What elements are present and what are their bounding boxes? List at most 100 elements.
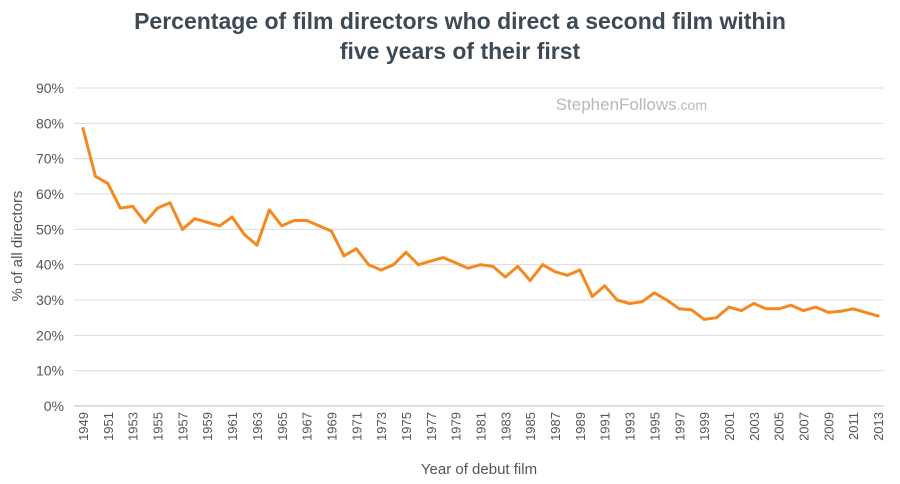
x-tick-label: 1963 <box>250 412 265 441</box>
data-point <box>106 181 110 185</box>
watermark-main-text: StephenFollows <box>556 95 677 114</box>
y-tick-label: 70% <box>36 151 64 167</box>
x-tick-label: 1989 <box>573 412 588 441</box>
x-tick-label: 1967 <box>300 412 315 441</box>
x-tick-label: 1995 <box>647 412 662 441</box>
data-point <box>280 224 284 228</box>
data-point <box>491 264 495 268</box>
data-point <box>640 300 644 304</box>
x-tick-label: 1981 <box>474 412 489 441</box>
x-tick-label: 1957 <box>175 412 190 441</box>
data-point <box>553 270 557 274</box>
x-tick-label: 1975 <box>399 412 414 441</box>
y-axis-label: % of all directors <box>9 191 26 302</box>
data-point <box>528 279 532 283</box>
data-point <box>826 310 830 314</box>
data-point <box>454 261 458 265</box>
x-tick-label: 1953 <box>126 412 141 441</box>
x-tick-label: 2007 <box>796 412 811 441</box>
x-tick-label: 1991 <box>598 412 613 441</box>
data-point <box>342 254 346 258</box>
data-point <box>814 305 818 309</box>
x-tick-label: 1997 <box>672 412 687 441</box>
data-point <box>752 302 756 306</box>
gridlines <box>74 87 884 407</box>
x-tick-label: 1951 <box>101 412 116 441</box>
data-point <box>665 298 669 302</box>
data-point <box>441 256 445 260</box>
data-point <box>715 316 719 320</box>
data-point <box>267 208 271 212</box>
data-point <box>379 268 383 272</box>
data-point <box>416 263 420 267</box>
chart-title-line-2: five years of their first <box>339 38 581 64</box>
x-tick-label: 1985 <box>523 412 538 441</box>
x-tick-label: 1993 <box>623 412 638 441</box>
x-tick-label: 1979 <box>449 412 464 441</box>
data-point <box>329 229 333 233</box>
y-tick-label: 50% <box>36 221 64 237</box>
data-point <box>727 305 731 309</box>
data-point <box>118 206 122 210</box>
data-point <box>677 307 681 311</box>
data-point <box>739 309 743 313</box>
data-line <box>81 127 880 321</box>
data-point <box>615 298 619 302</box>
y-tick-label: 40% <box>36 257 64 273</box>
x-tick-label: 1983 <box>498 412 513 441</box>
x-tick-label: 1971 <box>349 412 364 441</box>
data-point <box>628 302 632 306</box>
y-tick-label: 30% <box>36 292 64 308</box>
x-tick-label: 2013 <box>871 412 886 441</box>
data-point <box>131 204 135 208</box>
data-point <box>789 303 793 307</box>
x-axis-ticks: 1949 1951 1953 1955 1957 1959 1961 1963 1965 1967… <box>76 412 886 441</box>
y-tick-label: 80% <box>36 115 64 131</box>
data-point <box>764 307 768 311</box>
data-point <box>429 259 433 263</box>
data-point <box>180 227 184 231</box>
y-tick-label: 60% <box>36 186 64 202</box>
data-point <box>565 273 569 277</box>
data-point <box>690 308 694 312</box>
data-point <box>218 224 222 228</box>
data-point <box>801 309 805 313</box>
data-point <box>479 263 482 267</box>
data-point <box>168 201 172 205</box>
chart-title: Percentage of film directors who direct … <box>60 6 860 66</box>
data-point <box>777 307 781 311</box>
data-point <box>354 247 358 251</box>
data-point <box>367 263 371 267</box>
x-tick-label: 2009 <box>821 412 836 441</box>
data-point <box>541 263 545 267</box>
x-tick-label: 1999 <box>697 412 712 441</box>
data-point <box>404 250 408 254</box>
data-point <box>317 224 321 228</box>
chart-title-line-1: Percentage of film directors who direct … <box>134 8 786 34</box>
data-point <box>242 233 246 237</box>
data-point <box>156 206 160 210</box>
x-tick-label: 2011 <box>846 412 861 440</box>
data-point <box>590 294 594 298</box>
x-tick-label: 1965 <box>275 412 290 441</box>
data-point <box>81 127 85 131</box>
x-tick-label: 1973 <box>374 412 389 441</box>
data-point <box>516 264 520 268</box>
data-point <box>93 174 97 178</box>
y-tick-label: 90% <box>36 80 64 96</box>
watermark: StephenFollows.com <box>556 95 707 114</box>
y-tick-label: 10% <box>36 363 64 379</box>
watermark-domain-text: .com <box>677 97 707 113</box>
data-point <box>305 219 309 222</box>
x-tick-label: 1955 <box>151 412 166 441</box>
data-point <box>578 268 582 272</box>
x-tick-label: 2005 <box>772 412 787 441</box>
data-point <box>503 275 507 279</box>
data-point <box>205 220 209 224</box>
data-point <box>702 317 706 321</box>
x-tick-label: 2003 <box>747 412 762 441</box>
data-point <box>466 266 470 270</box>
x-tick-label: 1977 <box>424 412 439 441</box>
data-point <box>292 219 296 222</box>
